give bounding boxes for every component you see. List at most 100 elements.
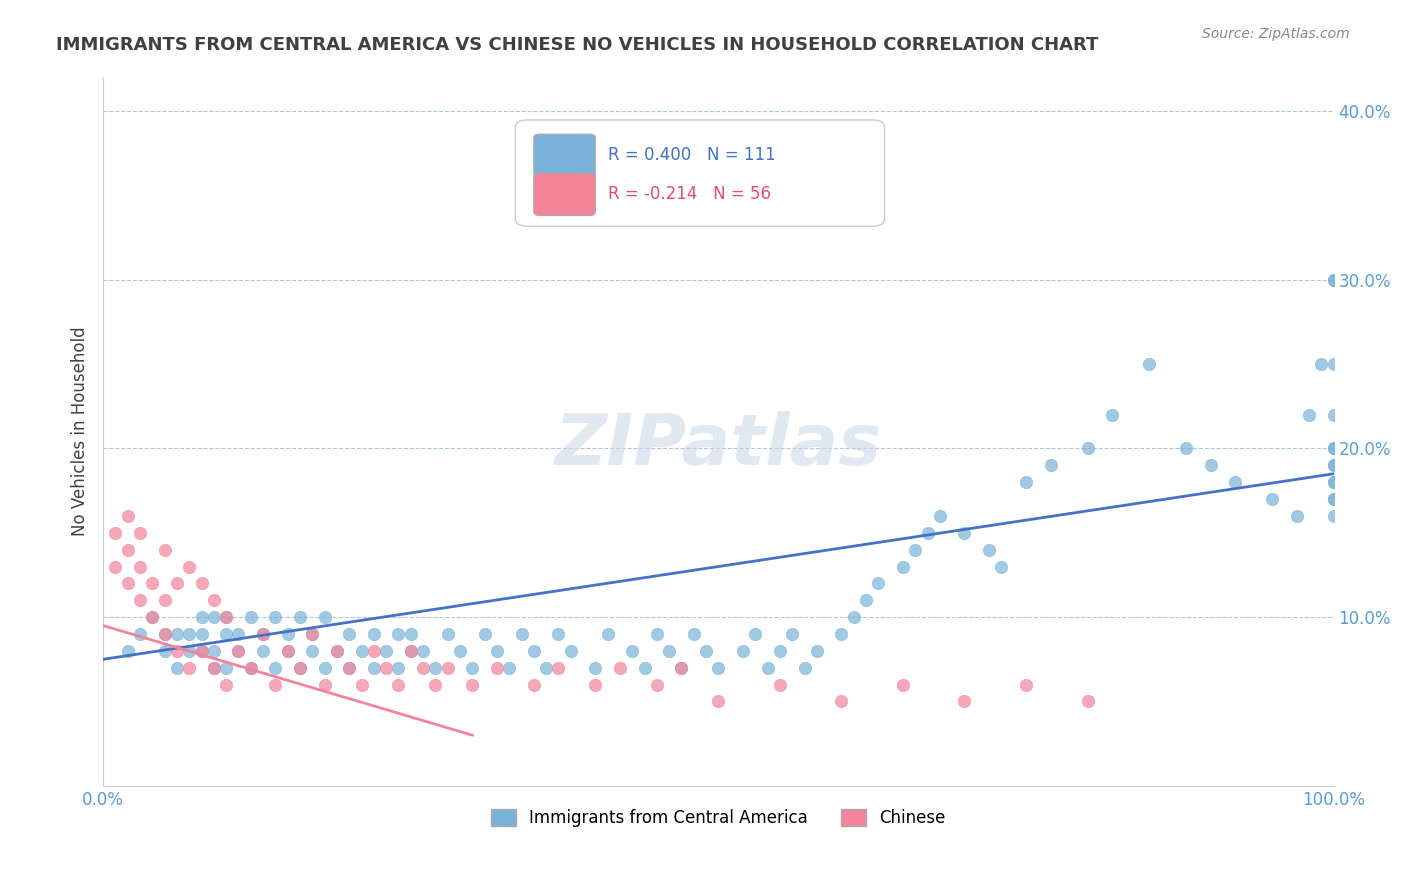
FancyBboxPatch shape bbox=[516, 120, 884, 227]
Point bbox=[264, 661, 287, 675]
Point bbox=[891, 559, 914, 574]
Point bbox=[1076, 442, 1098, 456]
Point bbox=[1298, 408, 1320, 422]
Point bbox=[277, 627, 299, 641]
Point bbox=[583, 661, 606, 675]
Point bbox=[953, 694, 976, 708]
Point bbox=[375, 661, 398, 675]
Point bbox=[337, 661, 360, 675]
Point bbox=[129, 593, 152, 607]
Point bbox=[1323, 508, 1346, 523]
Point bbox=[731, 644, 754, 658]
Point bbox=[375, 644, 398, 658]
Point bbox=[277, 644, 299, 658]
Point bbox=[523, 644, 546, 658]
Point bbox=[239, 661, 262, 675]
Y-axis label: No Vehicles in Household: No Vehicles in Household bbox=[72, 326, 89, 536]
Point bbox=[1323, 357, 1346, 371]
Point bbox=[461, 677, 484, 691]
Point bbox=[449, 644, 471, 658]
Point bbox=[953, 525, 976, 540]
Point bbox=[1323, 492, 1346, 507]
Point bbox=[153, 644, 176, 658]
Point bbox=[129, 627, 152, 641]
Point bbox=[1175, 442, 1198, 456]
Point bbox=[1285, 508, 1308, 523]
Point bbox=[1225, 475, 1247, 490]
Point bbox=[264, 677, 287, 691]
Point bbox=[682, 627, 704, 641]
Point bbox=[153, 627, 176, 641]
Point bbox=[1076, 694, 1098, 708]
Point bbox=[387, 677, 409, 691]
Point bbox=[190, 644, 212, 658]
Point bbox=[129, 559, 152, 574]
Point bbox=[793, 661, 815, 675]
Point bbox=[190, 627, 212, 641]
Point bbox=[830, 627, 852, 641]
Point bbox=[560, 644, 582, 658]
Point bbox=[153, 542, 176, 557]
Point bbox=[547, 627, 569, 641]
Point bbox=[301, 627, 323, 641]
Point bbox=[215, 610, 238, 624]
Point bbox=[326, 644, 349, 658]
Point bbox=[806, 644, 828, 658]
Point bbox=[252, 644, 274, 658]
Point bbox=[288, 661, 311, 675]
Point bbox=[228, 627, 250, 641]
Point bbox=[1323, 475, 1346, 490]
Point bbox=[190, 576, 212, 591]
Point bbox=[425, 661, 447, 675]
Point bbox=[166, 627, 188, 641]
Point bbox=[314, 661, 336, 675]
Point bbox=[1323, 442, 1346, 456]
Point bbox=[166, 644, 188, 658]
Point bbox=[153, 593, 176, 607]
Point bbox=[425, 677, 447, 691]
Point bbox=[179, 644, 201, 658]
Point bbox=[707, 694, 730, 708]
Point bbox=[904, 542, 927, 557]
Point bbox=[141, 610, 163, 624]
Point bbox=[412, 644, 434, 658]
Point bbox=[337, 627, 360, 641]
Text: R = 0.400   N = 111: R = 0.400 N = 111 bbox=[607, 146, 775, 164]
Point bbox=[658, 644, 681, 658]
Point bbox=[350, 677, 373, 691]
Point bbox=[1039, 458, 1062, 473]
Point bbox=[436, 661, 458, 675]
Point bbox=[153, 627, 176, 641]
Point bbox=[474, 627, 496, 641]
Point bbox=[252, 627, 274, 641]
Point bbox=[215, 627, 238, 641]
Point bbox=[117, 542, 139, 557]
Point bbox=[1199, 458, 1222, 473]
Point bbox=[326, 644, 349, 658]
Text: Source: ZipAtlas.com: Source: ZipAtlas.com bbox=[1202, 27, 1350, 41]
Point bbox=[202, 661, 225, 675]
Point bbox=[510, 627, 533, 641]
Point bbox=[436, 627, 458, 641]
Point bbox=[190, 644, 212, 658]
Text: R = -0.214   N = 56: R = -0.214 N = 56 bbox=[607, 186, 770, 203]
Text: ZIPatlas: ZIPatlas bbox=[555, 411, 882, 480]
Point bbox=[1261, 492, 1284, 507]
FancyBboxPatch shape bbox=[534, 173, 595, 216]
Point bbox=[350, 644, 373, 658]
Point bbox=[288, 610, 311, 624]
Point bbox=[1137, 357, 1160, 371]
Point bbox=[252, 627, 274, 641]
Point bbox=[301, 627, 323, 641]
Point bbox=[645, 677, 668, 691]
Point bbox=[621, 644, 644, 658]
Point bbox=[190, 610, 212, 624]
Point bbox=[202, 661, 225, 675]
Point bbox=[117, 508, 139, 523]
Point bbox=[1101, 408, 1123, 422]
Point bbox=[239, 610, 262, 624]
Point bbox=[596, 627, 619, 641]
Point bbox=[1323, 458, 1346, 473]
Point bbox=[129, 525, 152, 540]
Point bbox=[264, 610, 287, 624]
